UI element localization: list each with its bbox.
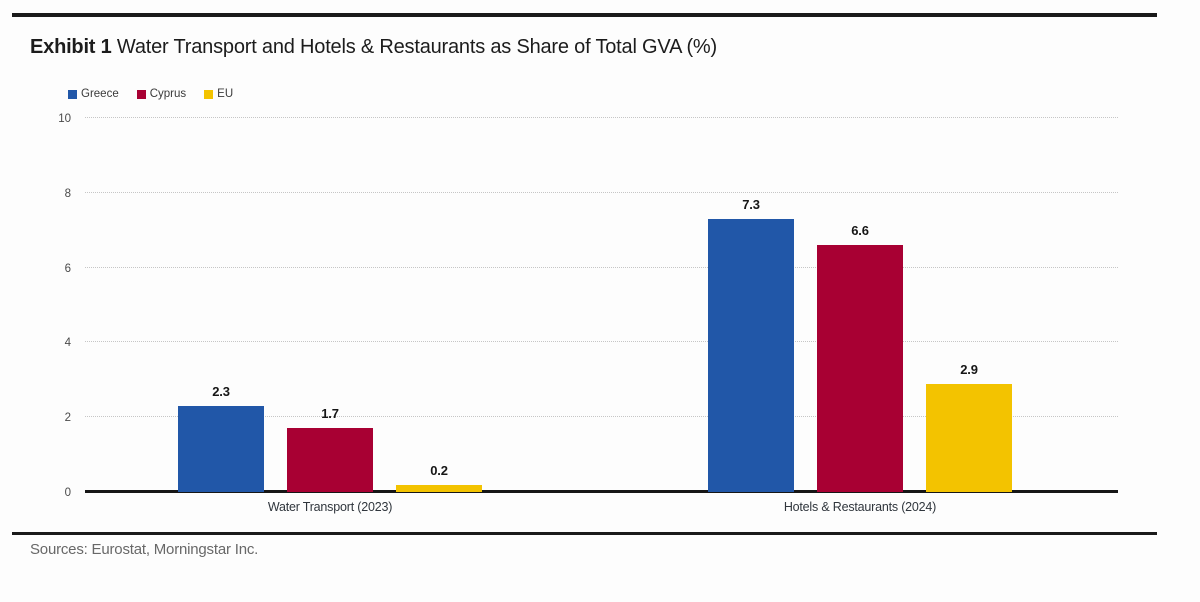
- bar-greece-hotels-restaurants-2024: [708, 218, 794, 492]
- legend-item-eu: EU: [204, 88, 233, 100]
- exhibit-number-label: Exhibit 1: [30, 36, 112, 58]
- bar-cyprus-hotels-restaurants-2024: [817, 245, 903, 492]
- value-label-eu-water-transport-2023: 0.2: [430, 462, 448, 478]
- value-label-cyprus-hotels-restaurants-2024: 6.6: [851, 223, 869, 239]
- category-label-hotels-restaurants-2024: Hotels & Restaurants (2024): [783, 500, 937, 514]
- chart-legend: Greece Cyprus EU: [68, 88, 233, 100]
- category-label-water-transport-2023: Water Transport (2023): [267, 500, 393, 514]
- plot-area: 0 2 4 6 8 10 2.3 1.7 0.2 Water Transport (2023) 7.…: [58, 113, 1118, 514]
- legend-item-greece: Greece: [68, 88, 119, 100]
- legend-label-cyprus: Cyprus: [149, 88, 187, 100]
- gridline-10: [85, 117, 1118, 118]
- sources-note: Sources: Eurostat, Morningstar Inc.: [30, 541, 259, 558]
- gridline-4: [85, 341, 1118, 343]
- bar-eu-water-transport-2023: [396, 484, 482, 492]
- legend-item-cyprus: Cyprus: [136, 88, 187, 100]
- y-axis-tick-6: 6: [64, 262, 71, 275]
- y-axis-tick-8: 8: [64, 187, 71, 200]
- y-axis-tick-10: 10: [58, 113, 71, 125]
- bottom-divider: [12, 532, 1157, 535]
- legend-swatch-cyprus-icon: [136, 89, 146, 99]
- x-axis-line: [85, 490, 1118, 493]
- y-axis-tick-0: 0: [64, 487, 71, 499]
- gridline-8: [85, 191, 1118, 193]
- legend-label-eu: EU: [217, 88, 234, 100]
- value-label-cyprus-water-transport-2023: 1.7: [321, 406, 339, 422]
- value-label-eu-hotels-restaurants-2024: 2.9: [960, 361, 978, 377]
- gridline-6: [85, 266, 1118, 268]
- legend-label-greece: Greece: [81, 88, 119, 100]
- gridline-2: [85, 416, 1118, 418]
- exhibit-title-text: Water Transport and Hotels & Restaurants…: [111, 36, 717, 58]
- bar-greece-water-transport-2023: [178, 405, 264, 492]
- exhibit-title: Exhibit 1 Water Transport and Hotels & R…: [30, 36, 717, 59]
- legend-swatch-greece-icon: [68, 89, 77, 99]
- top-divider: [12, 13, 1157, 17]
- bar-cyprus-water-transport-2023: [287, 428, 373, 492]
- value-label-greece-water-transport-2023: 2.3: [212, 383, 230, 399]
- legend-swatch-eu-icon: [204, 89, 214, 99]
- value-label-greece-hotels-restaurants-2024: 7.3: [742, 196, 760, 212]
- y-axis-tick-2: 2: [64, 412, 71, 425]
- bar-eu-hotels-restaurants-2024: [926, 383, 1012, 492]
- y-axis-tick-4: 4: [64, 337, 71, 350]
